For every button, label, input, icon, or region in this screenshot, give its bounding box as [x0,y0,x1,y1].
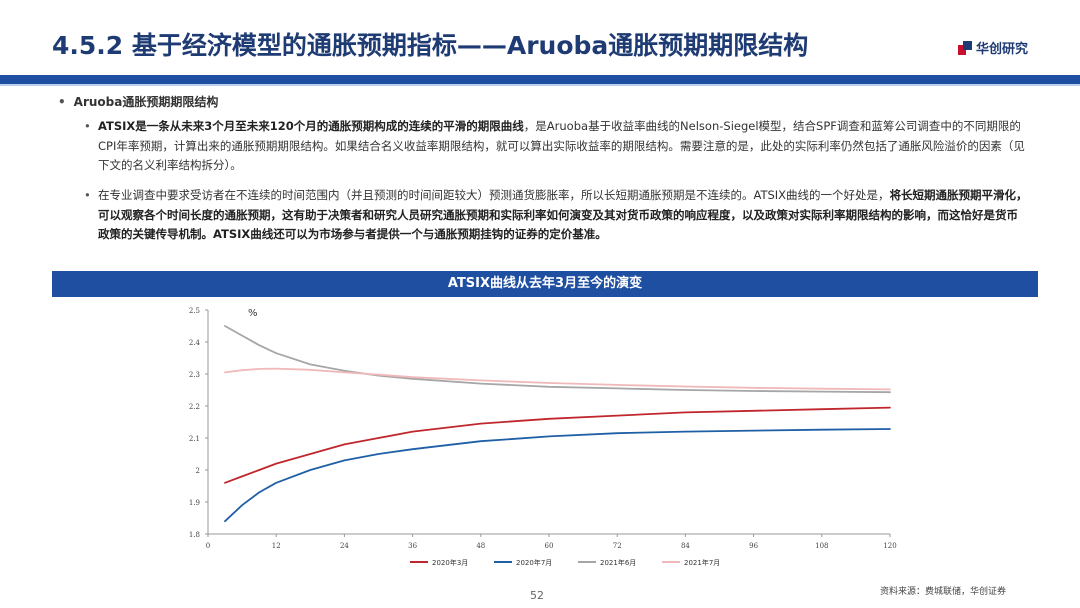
y-tick-label: 1.8 [189,531,200,539]
series-line [224,428,891,523]
legend-label: 2020年3月 [432,558,468,567]
y-tick-label: 2.3 [189,371,200,379]
header-rule [0,75,1080,84]
paragraph-1-bold: ATSIX是一条从未来3个月至未来120个月的通胀预期构成的连续的平滑的期限曲线 [98,119,524,133]
logo-mark-icon [958,40,972,55]
x-tick-label: 60 [545,542,554,550]
page-title: 4.5.2 基于经济模型的通胀预期指标——Aruoba通胀预期期限结构 [52,31,809,60]
series-line [224,325,891,394]
x-tick-label: 120 [883,542,896,550]
chart-banner: ATSIX曲线从去年3月至今的演变 [52,271,1038,297]
x-tick-label: 72 [613,542,622,550]
logo-text: 华创研究 [976,42,1029,57]
x-tick-label: 0 [206,542,210,550]
page-number: 52 [530,589,544,602]
chart-lines [224,325,891,523]
series-line [224,406,891,484]
x-tick-label: 96 [749,542,758,550]
x-tick-label: 24 [340,542,349,550]
line-chart: 1.8 1.9 2 2.1 2.2 2.3 2.4 2.5 0 12 24 36 48 60 72 84 96 1… [189,307,897,567]
legend-label: 2021年7月 [684,558,720,567]
x-tick-label: 36 [408,542,417,550]
y-tick-label: 2.1 [189,435,200,443]
section-heading: • Aruoba通胀预期期限结构 [58,95,219,109]
x-tick-label: 48 [476,542,485,550]
x-tick-label: 108 [815,542,828,550]
paragraph-2-bold: 将长短期通胀预期平滑化，可以观察各个时间长度的通胀预期，这有助于决策者和研究人员… [98,188,1028,241]
legend-label: 2020年7月 [516,558,552,567]
brand-logo: 华创研究 [958,38,1028,57]
y-tick-label: 2.5 [189,307,200,315]
source-note: 资料来源：费城联储，华创证券 [880,587,1007,597]
y-tick-label: 1.9 [189,499,200,507]
y-tick-label: 2.2 [189,403,200,411]
paragraph-1: • ATSIX是一条从未来3个月至未来120个月的通胀预期构成的连续的平滑的期限曲… [84,119,1025,172]
legend-label: 2021年6月 [600,558,636,567]
paragraph-2: • 在专业调查中要求受访者在不连续的时间范围内（并且预测的时间间距较大）预测通货膨… [84,188,1028,241]
section-heading-text: Aruoba通胀预期期限结构 [73,95,219,109]
paragraph-1-text: ，是Aruoba基于收益率曲线的Nelson-Siegel模型，结合SPF调查和… [98,119,1025,172]
header-rule-thin [0,84,1080,86]
series-line [224,367,891,391]
x-tick-label: 12 [272,542,281,550]
chart-legend: 2020年3月 2020年7月 2021年6月 2021年7月 [410,558,720,567]
x-tick-label: 84 [681,542,690,550]
paragraph-2-text: 在专业调查中要求受访者在不连续的时间范围内（并且预测的时间间距较大）预测通货膨胀… [98,188,890,202]
y-tick-label: 2 [196,467,200,475]
chart-axes: 1.8 1.9 2 2.1 2.2 2.3 2.4 2.5 0 12 24 36 48 60 72 84 96 1… [189,307,897,550]
y-axis-unit-label: % [248,308,258,319]
y-tick-label: 2.4 [189,339,201,347]
